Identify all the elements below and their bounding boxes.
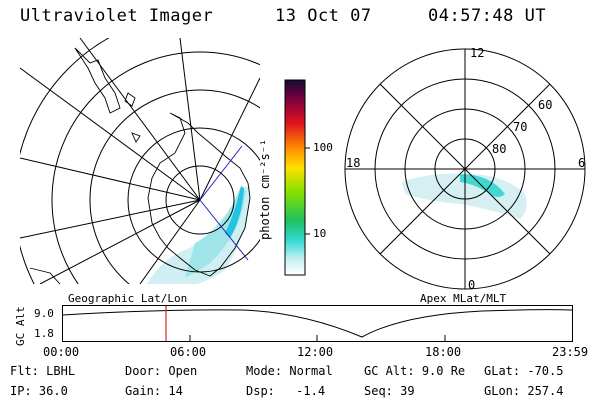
- altitude-plot: [62, 305, 573, 342]
- colorbar-tick-100: 100: [313, 141, 333, 154]
- geographic-map: [20, 38, 260, 284]
- altitude-curve: [62, 309, 573, 338]
- header-time: 04:57:48 UT: [428, 6, 547, 26]
- altitude-xtick-1200: 12:00: [297, 345, 334, 359]
- dsp-label: Dsp:: [246, 384, 275, 398]
- glat-value: -70.5: [527, 364, 564, 378]
- antarctica-outline: [147, 112, 251, 277]
- gain-label: Gain:: [125, 384, 162, 398]
- status-door: Door: Open: [125, 364, 197, 378]
- mode-label: Mode:: [246, 364, 283, 378]
- status-seq: Seq: 39: [364, 384, 415, 398]
- glat-label: GLat:: [484, 364, 521, 378]
- ip-value: 36.0: [38, 384, 68, 398]
- south-america-tip-outline: [74, 47, 121, 114]
- mlat-label-80: 80: [492, 142, 507, 156]
- colorbar-unit-label: photon cm⁻²s⁻¹: [258, 138, 272, 240]
- status-dsp: Dsp: -1.4: [246, 384, 325, 398]
- altitude-xtick-0600: 06:00: [170, 345, 207, 359]
- mlat-label-60: 60: [538, 98, 553, 112]
- door-label: Door:: [125, 364, 162, 378]
- satellite-track-line: [199, 199, 249, 261]
- status-flt: Flt: LBHL: [10, 364, 75, 378]
- ip-label: IP:: [10, 384, 32, 398]
- polar-map-label: Apex MLat/MLT: [420, 292, 507, 305]
- altitude-ytick-low: 1.8: [34, 327, 54, 340]
- colorbar-tick-10: 10: [313, 227, 327, 240]
- geo-map-label: Geographic Lat/Lon: [68, 292, 188, 305]
- status-ip: IP: 36.0: [10, 384, 68, 398]
- altitude-y-label: GC Alt: [14, 306, 27, 346]
- aurora-oval-arc: [225, 186, 244, 238]
- flt-value: LBHL: [46, 364, 76, 378]
- seq-value: 39: [400, 384, 415, 398]
- header-date: 13 Oct 07: [275, 6, 372, 26]
- gcalt-value: 9.0 Re: [421, 364, 466, 378]
- dsp-value: -1.4: [296, 384, 326, 398]
- aurora-polar-bright: [460, 174, 505, 197]
- glon-label: GLon:: [484, 384, 521, 398]
- polar-mlt-map: [344, 48, 586, 290]
- gain-value: 14: [168, 384, 183, 398]
- status-mode: Mode: Normal: [246, 364, 333, 378]
- mode-value: Normal: [289, 364, 333, 378]
- aurora-mid-region: [185, 188, 246, 278]
- mlt-label-18: 18: [346, 156, 361, 170]
- flt-label: Flt:: [10, 364, 39, 378]
- colorbar: [284, 79, 310, 276]
- instrument-title: Ultraviolet Imager: [20, 6, 214, 26]
- altitude-xtick-0000: 00:00: [43, 345, 80, 359]
- seq-label: Seq:: [364, 384, 393, 398]
- mlt-label-0: 0: [468, 278, 476, 292]
- altitude-xtick-2359: 23:59: [552, 345, 589, 359]
- altitude-ytick-high: 9.0: [34, 307, 54, 320]
- aurora-diffuse-region: [147, 186, 251, 284]
- mlt-label-6: 6: [578, 156, 586, 170]
- status-glat: GLat: -70.5: [484, 364, 563, 378]
- status-gcalt: GC Alt: 9.0 Re: [364, 364, 465, 378]
- altitude-xtick-1800: 18:00: [425, 345, 462, 359]
- mlat-label-70: 70: [513, 120, 528, 134]
- status-gain: Gain: 14: [125, 384, 183, 398]
- glon-value: 257.4: [527, 384, 564, 398]
- gcalt-label: GC Alt:: [364, 364, 415, 378]
- status-glon: GLon: 257.4: [484, 384, 563, 398]
- mlt-label-12: 12: [470, 46, 485, 60]
- door-value: Open: [168, 364, 198, 378]
